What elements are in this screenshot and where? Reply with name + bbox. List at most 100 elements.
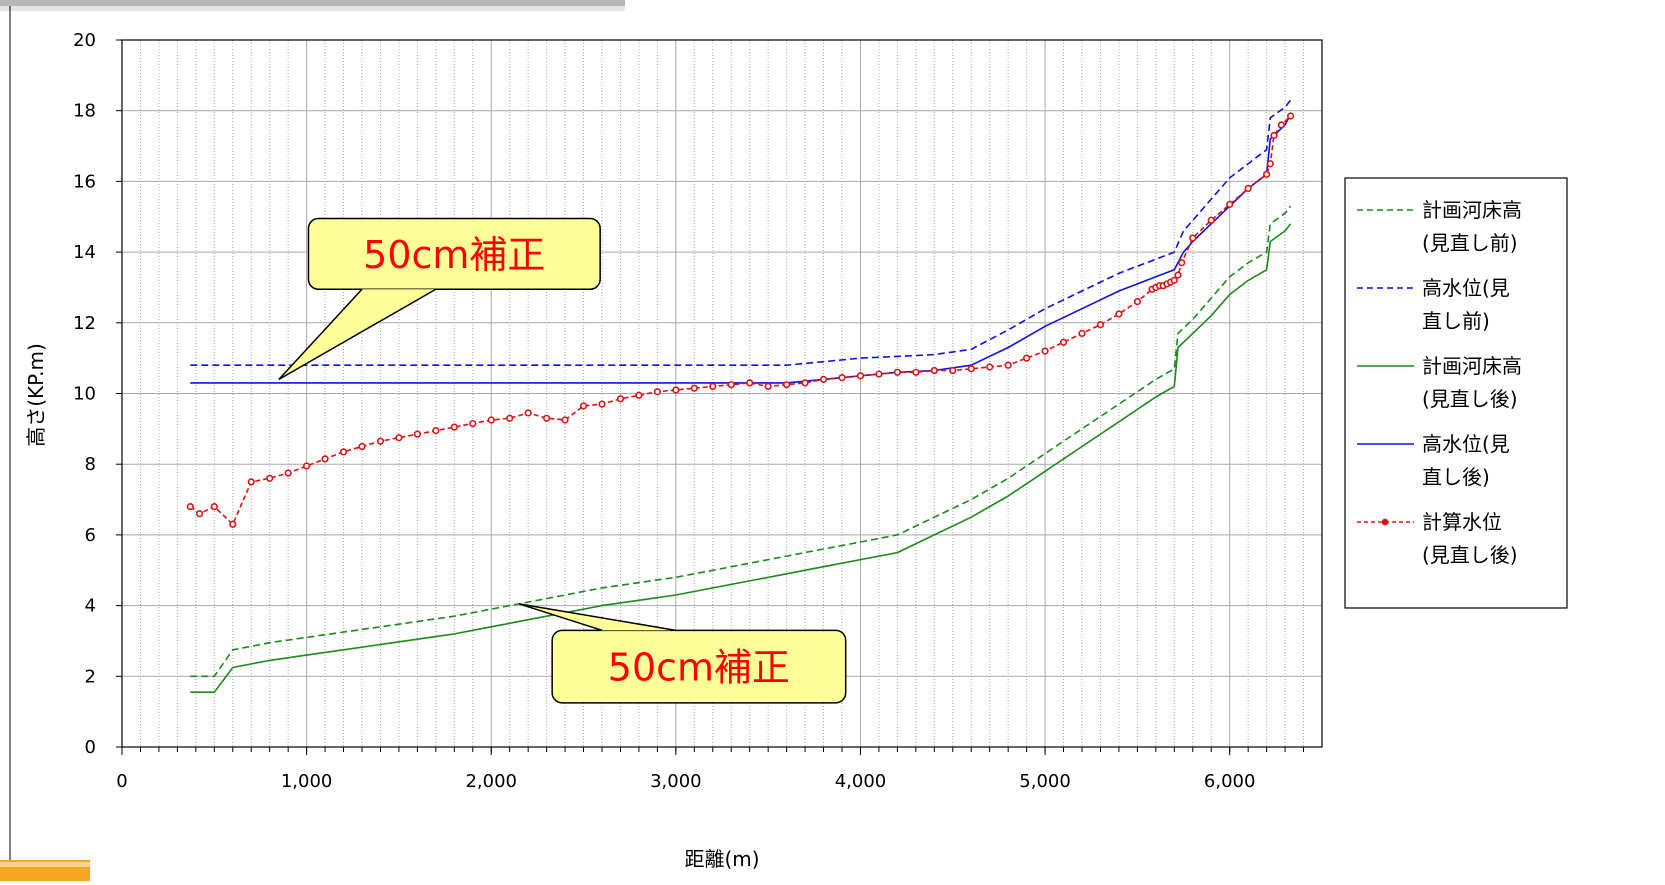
x-tick-label: 6,000 xyxy=(1204,771,1256,792)
series-point-5 xyxy=(801,379,809,387)
series-point-5 xyxy=(1170,276,1178,284)
y-tick-label: 6 xyxy=(85,525,96,546)
y-tick-label: 2 xyxy=(85,666,96,687)
series-point-5 xyxy=(1178,259,1186,267)
series-point-5 xyxy=(838,373,846,382)
callout-box-2 xyxy=(551,629,847,704)
x-tick-label: 5,000 xyxy=(1019,771,1071,792)
series-point-5 xyxy=(616,395,625,403)
callout-tail-outline-1 xyxy=(278,288,437,381)
series-point-5 xyxy=(358,442,366,451)
legend-label-4: 高水位(見 xyxy=(1422,432,1510,456)
series-point-5 xyxy=(543,414,551,422)
series-point-5 xyxy=(746,379,754,387)
series-point-5 xyxy=(1270,131,1278,140)
series-point-5 xyxy=(727,381,735,389)
annotation-layer: 50cm補正 50cm補正 xyxy=(278,217,847,704)
series-point-5 xyxy=(856,372,865,380)
legend-label-5: (見直し後) xyxy=(1422,543,1518,567)
x-tick-label: 4,000 xyxy=(835,771,887,792)
series-point-5 xyxy=(1287,112,1295,120)
series-point-5 xyxy=(635,391,643,399)
series-point-5 xyxy=(967,365,975,373)
legend-box xyxy=(1344,177,1568,609)
series-point-5 xyxy=(266,474,274,482)
series-point-5 xyxy=(1244,184,1252,193)
series-point-5 xyxy=(930,366,938,375)
series-layer xyxy=(186,99,1295,694)
y-tick-label: 18 xyxy=(73,101,96,122)
top-strip xyxy=(0,0,625,6)
bottom-left-decoration xyxy=(0,860,90,881)
series-point-5 xyxy=(524,409,532,417)
series-point-5 xyxy=(1263,170,1271,178)
y-tick-label: 8 xyxy=(85,454,96,475)
y-tick-label: 12 xyxy=(73,313,96,334)
series-point-5 xyxy=(1189,234,1197,242)
series-point-5 xyxy=(893,368,901,376)
series-point-5 xyxy=(1004,361,1012,369)
series-point-5 xyxy=(598,400,606,408)
series-point-5 xyxy=(303,462,311,470)
legend-label-1: 計画河床高 xyxy=(1422,198,1522,222)
series-point-5 xyxy=(210,503,218,511)
legend-label-3: 計画河床高 xyxy=(1422,354,1522,378)
series-point-5 xyxy=(195,510,204,518)
series-point-5 xyxy=(579,402,588,410)
y-tick-label: 16 xyxy=(73,171,96,192)
series-point-5 xyxy=(1277,121,1285,129)
series-point-5 xyxy=(1115,310,1123,318)
y-tick-label: 4 xyxy=(85,596,96,617)
series-point-5 xyxy=(1174,271,1182,279)
series-point-5 xyxy=(186,503,194,511)
series-point-5 xyxy=(1041,347,1049,355)
legend-label-1: (見直し前) xyxy=(1422,231,1518,255)
series-point-5 xyxy=(709,382,717,391)
series-point-5 xyxy=(506,414,514,422)
y-tick-label: 0 xyxy=(85,737,96,758)
series-point-5 xyxy=(229,520,237,528)
series-point-5 xyxy=(469,419,477,428)
axes-layer: 0 1,000 2,000 3,000 4,000 5,000 6,000 0 2 4 6 8 10 12… xyxy=(73,30,1323,792)
callout-tail-outline-2 xyxy=(518,603,676,632)
series-point-5 xyxy=(1226,200,1234,208)
series-point-5 xyxy=(376,437,385,445)
callout-text-2: 50cm補正 xyxy=(608,646,790,690)
series-point-5 xyxy=(339,448,348,456)
series-point-5 xyxy=(764,382,772,391)
series-line-3 xyxy=(190,223,1292,694)
orange-tab-highlight xyxy=(0,862,90,867)
series-point-5 xyxy=(653,388,661,396)
series-point-5 xyxy=(875,370,883,378)
series-point-5 xyxy=(1059,338,1068,346)
series-point-5 xyxy=(783,381,791,389)
legend-label-2: 直し前) xyxy=(1422,309,1490,333)
series-point-5 xyxy=(1023,354,1031,362)
y-tick-label: 10 xyxy=(73,384,96,405)
series-point-5 xyxy=(1207,216,1215,224)
series-point-5 xyxy=(413,430,421,438)
x-tick-label: 2,000 xyxy=(465,771,517,792)
series-point-5 xyxy=(284,469,292,477)
legend-label-5: 計算水位 xyxy=(1422,510,1502,534)
series-point-5 xyxy=(247,478,255,486)
series-point-5 xyxy=(986,363,994,371)
x-tick-label: 1,000 xyxy=(281,771,333,792)
series-point-5 xyxy=(395,434,403,442)
callout-text-1: 50cm補正 xyxy=(363,233,545,277)
series-point-5 xyxy=(672,386,680,394)
series-point-5 xyxy=(912,368,920,376)
series-point-5 xyxy=(690,384,698,392)
callout-box-1 xyxy=(307,217,601,290)
y-tick-label: 14 xyxy=(73,242,96,263)
x-tick-label: 3,000 xyxy=(650,771,702,792)
y-axis-title: 高さ(KP.m) xyxy=(24,343,48,447)
series-point-5 xyxy=(561,416,569,424)
legend-label-3: (見直し後) xyxy=(1422,387,1518,411)
legend-label-2: 高水位(見 xyxy=(1422,276,1510,300)
legend-marker-5 xyxy=(1381,518,1389,526)
top-strip-shadow xyxy=(0,6,625,11)
series-point-5 xyxy=(1133,297,1141,306)
